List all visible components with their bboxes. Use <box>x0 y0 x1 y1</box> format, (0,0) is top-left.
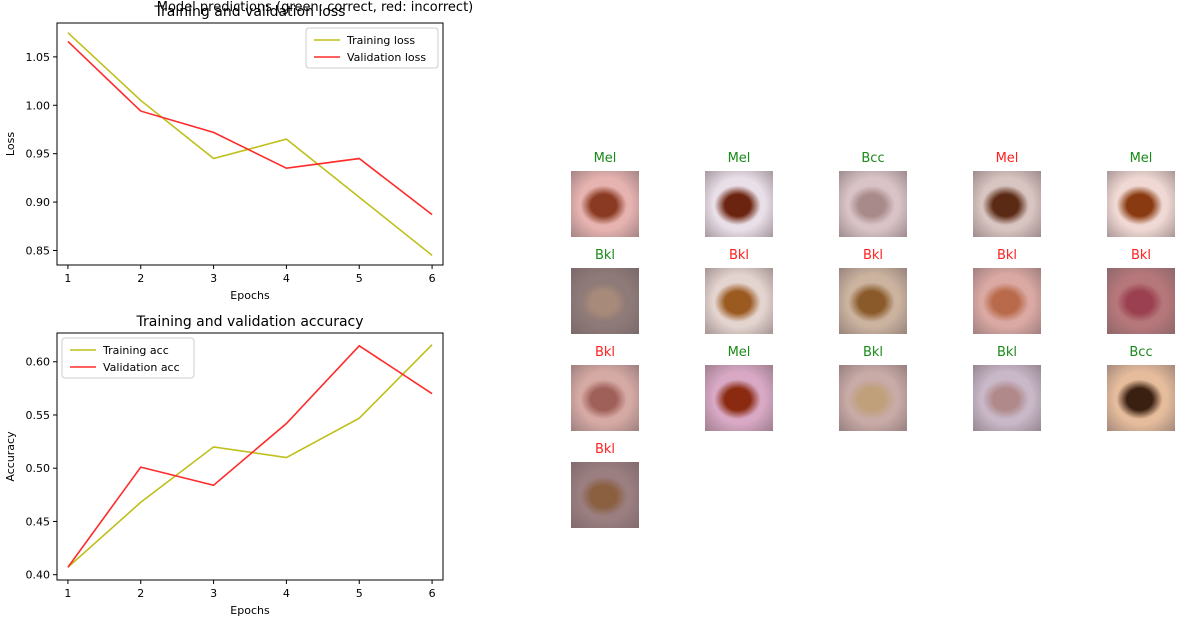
x-axis-label: Epochs <box>230 289 270 302</box>
x-tick-label: 5 <box>356 272 363 285</box>
prediction-item: Bkl <box>839 248 907 334</box>
legend-box <box>305 27 439 69</box>
x-tick-label: 2 <box>137 587 144 600</box>
prediction-label: Mel <box>727 151 751 166</box>
lesion-image <box>571 462 639 528</box>
lesion-image <box>1107 171 1175 237</box>
x-axis-label: Epochs <box>230 604 270 617</box>
chart-title: Training and validation accuracy <box>135 314 363 330</box>
x-tick-label: 2 <box>137 272 144 285</box>
y-tick-label: 0.55 <box>26 409 51 422</box>
prediction-label: Bcc <box>861 151 885 166</box>
x-tick-label: 1 <box>64 587 71 600</box>
prediction-item: Mel <box>705 151 773 237</box>
legend-label: Training loss <box>346 34 415 47</box>
lesion-image <box>839 171 907 237</box>
lesion-image <box>973 365 1041 431</box>
x-tick-label: 3 <box>210 272 217 285</box>
lesion-image <box>839 268 907 334</box>
y-tick-label: 0.40 <box>26 569 51 582</box>
legend-label: Validation acc <box>103 361 180 374</box>
prediction-label: Bkl <box>594 345 616 360</box>
predictions-title: Model predictions (green: correct, red: … <box>156 0 474 15</box>
prediction-label: Bkl <box>996 248 1018 263</box>
prediction-item: Bkl <box>839 345 907 431</box>
lesion-image <box>571 365 639 431</box>
prediction-item: Mel <box>571 151 639 237</box>
x-tick-label: 4 <box>283 272 290 285</box>
lesion-image <box>973 171 1041 237</box>
training-charts: Training and validation loss 1 2 3 4 5 6 0.85 0.… <box>4 4 444 617</box>
series-line-training-acc <box>67 344 433 568</box>
x-tick-label: 1 <box>64 272 71 285</box>
prediction-label: Mel <box>727 345 751 360</box>
prediction-item: Bkl <box>705 248 773 334</box>
prediction-label: Bkl <box>996 345 1018 360</box>
prediction-item: Bcc <box>839 151 907 237</box>
series-line-validation-acc <box>67 344 433 568</box>
prediction-label: Bkl <box>728 248 750 263</box>
lesion-image <box>705 171 773 237</box>
lesion-image <box>571 171 639 237</box>
y-tick-label: 0.45 <box>26 515 51 528</box>
prediction-item: Bkl <box>1107 248 1175 334</box>
y-axis-label: Loss <box>4 132 17 156</box>
prediction-item: Mel <box>973 151 1041 237</box>
prediction-item: Mel <box>705 345 773 431</box>
plot-frame <box>56 22 444 266</box>
y-tick-label: 0.95 <box>26 148 51 161</box>
prediction-label: Mel <box>593 151 617 166</box>
prediction-label: Mel <box>1129 151 1153 166</box>
y-tick-label: 1.00 <box>26 99 51 112</box>
lesion-image <box>1107 268 1175 334</box>
prediction-label: Bkl <box>594 442 616 457</box>
x-tick-label: 6 <box>429 272 436 285</box>
plot-frame <box>56 332 444 581</box>
prediction-item: Bkl <box>571 345 639 431</box>
y-tick-label: 0.90 <box>26 196 51 209</box>
y-tick-label: 0.85 <box>26 244 51 257</box>
lesion-image <box>973 268 1041 334</box>
lesion-image <box>571 268 639 334</box>
prediction-label: Bkl <box>1130 248 1152 263</box>
lesion-image <box>705 268 773 334</box>
y-tick-label: 0.50 <box>26 462 51 475</box>
prediction-item: Bkl <box>973 345 1041 431</box>
y-axis-label: Accuracy <box>4 431 17 482</box>
prediction-item: Bkl <box>571 248 639 334</box>
y-tick-label: 1.05 <box>26 51 51 64</box>
prediction-item: Bkl <box>571 442 639 528</box>
lesion-image <box>705 365 773 431</box>
x-tick-label: 4 <box>283 587 290 600</box>
x-tick-label: 3 <box>210 587 217 600</box>
prediction-item: Bkl <box>973 248 1041 334</box>
series-line-validation-loss <box>67 40 433 216</box>
legend-label: Training acc <box>102 344 169 357</box>
prediction-label: Bkl <box>862 345 884 360</box>
prediction-item: Mel <box>1107 151 1175 237</box>
legend-box <box>61 337 195 379</box>
lesion-image <box>839 365 907 431</box>
legend-label: Validation loss <box>347 51 426 64</box>
prediction-item: Bcc <box>1107 345 1175 431</box>
chart-title: Training and validation loss <box>154 4 346 20</box>
y-tick-label: 0.60 <box>26 356 51 369</box>
prediction-label: Bkl <box>594 248 616 263</box>
prediction-label: Bkl <box>862 248 884 263</box>
x-tick-label: 6 <box>429 587 436 600</box>
prediction-label: Mel <box>995 151 1019 166</box>
x-tick-label: 5 <box>356 587 363 600</box>
lesion-image <box>1107 365 1175 431</box>
prediction-label: Bcc <box>1129 345 1153 360</box>
series-line-training-loss <box>67 32 433 256</box>
